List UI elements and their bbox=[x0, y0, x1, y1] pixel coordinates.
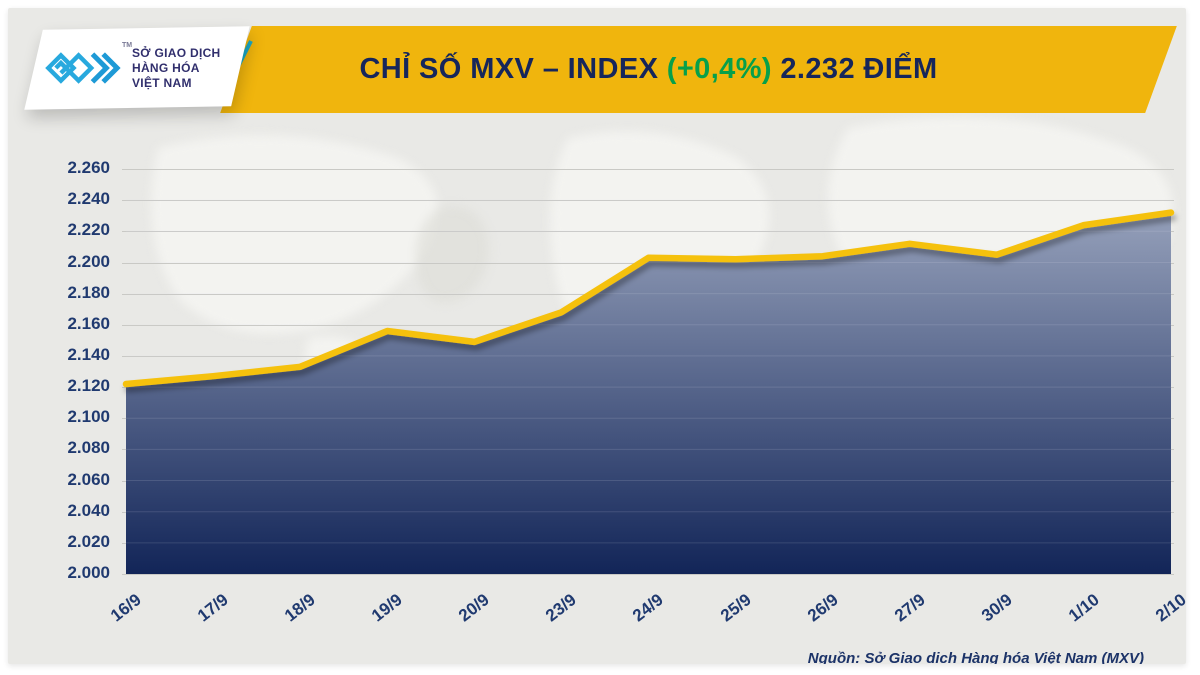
mxv-logo-card: TM SỞ GIAO DỊCH HÀNG HÓA VIỆT NAM bbox=[34, 28, 240, 108]
chart-title: CHỈ SỐ MXV – INDEX (+0,4%) 2.232 ĐIỂM bbox=[359, 53, 937, 86]
title-points: 2.232 ĐIỂM bbox=[780, 53, 938, 85]
y-axis-tick-label: 2.200 bbox=[67, 251, 110, 271]
trademark-symbol: TM bbox=[122, 42, 133, 49]
title-prefix: CHỈ SỐ MXV – INDEX bbox=[359, 53, 659, 85]
gridline bbox=[122, 231, 1174, 233]
y-axis-tick-label: 2.160 bbox=[67, 313, 110, 333]
y-axis-tick-label: 2.120 bbox=[67, 376, 110, 396]
y-axis-tick-label: 2.260 bbox=[67, 158, 110, 177]
source-note: Nguồn: Sở Giao dịch Hàng hóa Việt Nam (M… bbox=[807, 650, 1144, 664]
y-axis-tick-label: 2.220 bbox=[67, 220, 110, 240]
title-change-percent: (+0,4%) bbox=[666, 53, 772, 85]
logo-text-line2: HÀNG HÓA bbox=[132, 60, 200, 75]
logo-text-line1: SỞ GIAO DỊCH bbox=[132, 45, 221, 60]
y-axis-tick-label: 2.100 bbox=[67, 407, 110, 427]
area-fill bbox=[126, 212, 1171, 574]
index-line bbox=[122, 209, 1175, 388]
area-inner-gridlines bbox=[126, 199, 1171, 544]
y-axis-tick-label: 2.080 bbox=[67, 438, 110, 458]
logo-text-line3: VIỆT NAM bbox=[132, 75, 192, 90]
index-area-chart bbox=[122, 199, 1175, 574]
y-axis-tick-label: 2.180 bbox=[67, 282, 110, 302]
gridline bbox=[122, 574, 1174, 575]
y-axis-tick-label: 2.060 bbox=[67, 469, 110, 489]
plot-area bbox=[122, 169, 1175, 574]
y-axis-tick-label: 2.000 bbox=[67, 563, 110, 582]
title-banner: CHỈ SỐ MXV – INDEX (+0,4%) 2.232 ĐIỂM bbox=[236, 26, 1161, 113]
logo-text: SỞ GIAO DỊCH HÀNG HÓA VIỆT NAM bbox=[132, 46, 221, 91]
mxv-logo-icon bbox=[45, 52, 121, 84]
y-axis-tick-label: 2.020 bbox=[67, 531, 110, 551]
chart-canvas: CHỈ SỐ MXV – INDEX (+0,4%) 2.232 ĐIỂM bbox=[8, 8, 1186, 664]
y-axis-tick-label: 2.040 bbox=[67, 500, 110, 520]
y-axis-tick-label: 2.140 bbox=[67, 344, 110, 364]
gridline bbox=[122, 169, 1174, 170]
gridline bbox=[122, 200, 1174, 202]
y-axis-tick-label: 2.240 bbox=[67, 189, 110, 209]
